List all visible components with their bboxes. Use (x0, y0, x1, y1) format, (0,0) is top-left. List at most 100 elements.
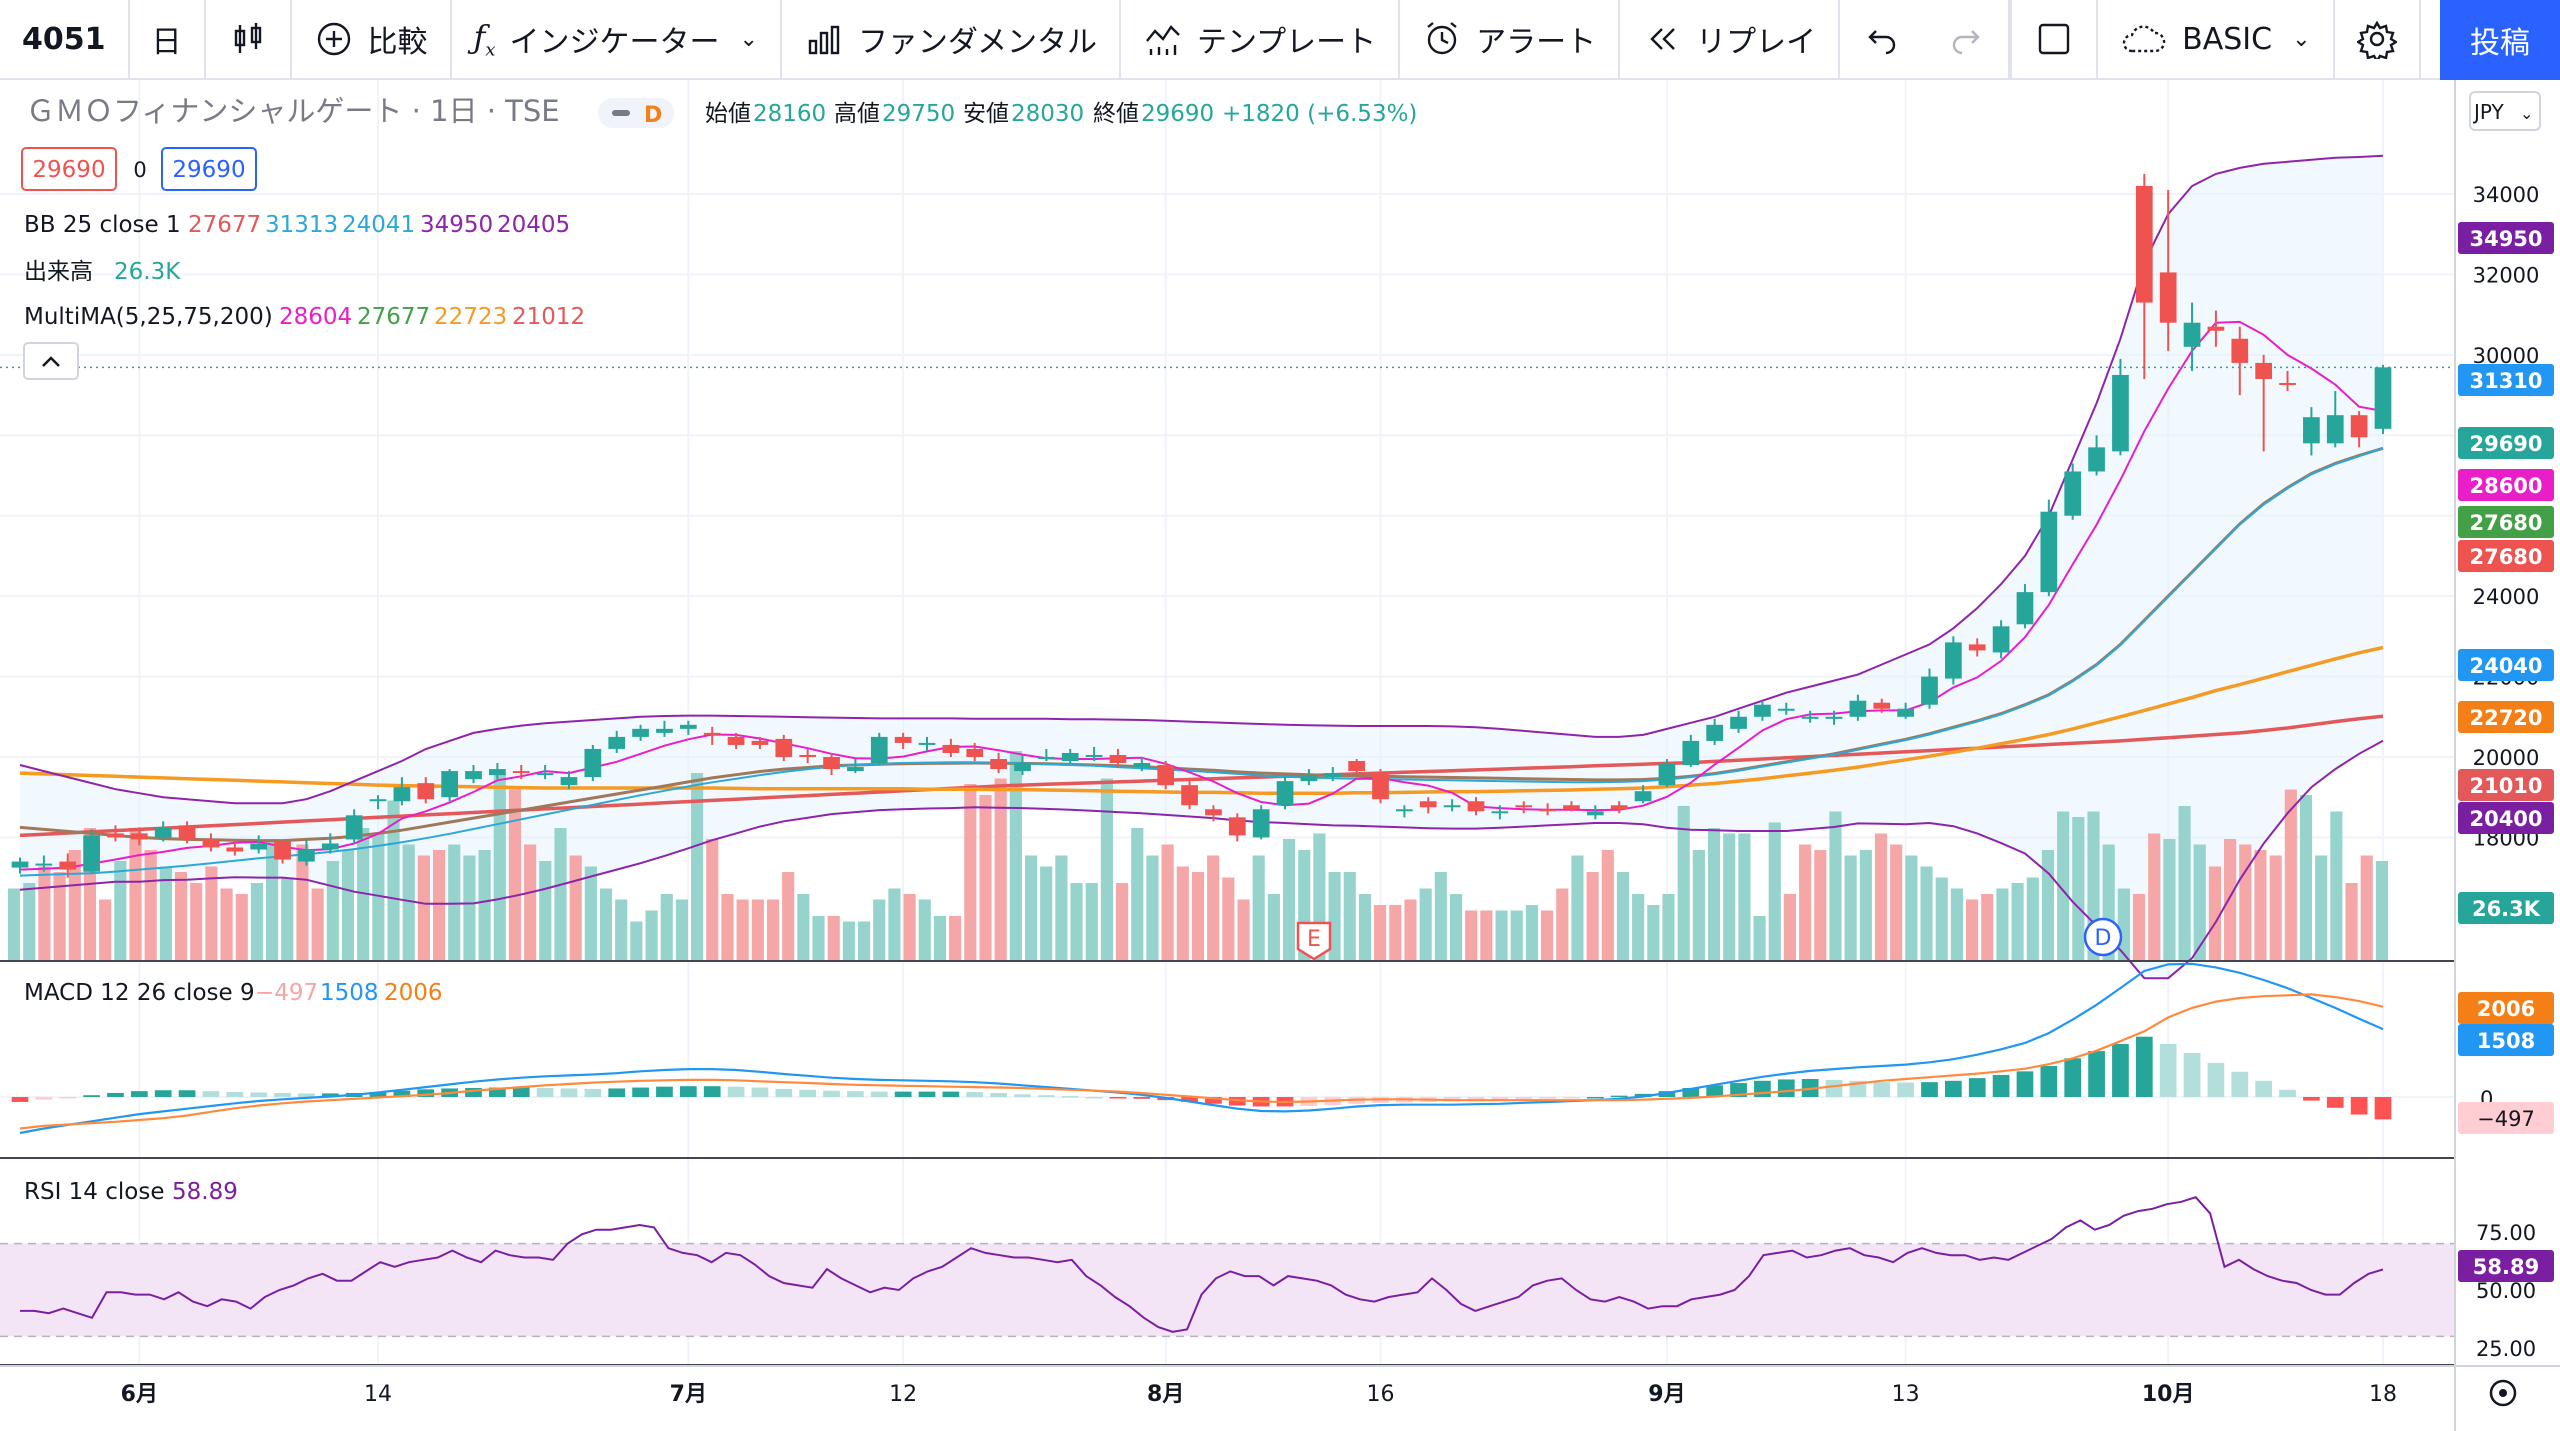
volume-bar (782, 872, 795, 960)
volume-bar (1510, 910, 1523, 960)
macd-histogram-bar (1706, 1085, 1724, 1097)
interval-button[interactable]: 日 (130, 0, 206, 79)
candle-body (1276, 781, 1294, 806)
candle-body (1467, 801, 1485, 812)
change-value: +1820 (+6.53%) (1222, 101, 1417, 127)
symbol-title[interactable]: ＧＭＯフィナンシャルゲート · 1日 · TSE (26, 94, 560, 128)
dividend-marker[interactable]: D (2083, 917, 2123, 957)
candle-body (2231, 338, 2249, 363)
candle-body (202, 839, 220, 848)
chart-type-button[interactable] (206, 0, 292, 79)
macd-histogram-bar (942, 1091, 960, 1097)
volume-bar (1480, 910, 1493, 960)
fundamentals-button[interactable]: ファンダメンタル (782, 0, 1122, 79)
macd-histogram-bar (918, 1091, 936, 1097)
macd-histogram-bar (1109, 1097, 1127, 1099)
volume-bar (1996, 888, 2009, 960)
high-value: 29750 (882, 101, 955, 127)
price-marker-label: 27680 (2469, 511, 2542, 535)
multima-legend[interactable]: MultiMA(5,25,75,200) 28604 27677 22723 2… (24, 304, 585, 330)
alert-button[interactable]: アラート (1400, 0, 1621, 79)
replay-button[interactable]: リプレイ (1620, 0, 1841, 79)
volume-bar (311, 888, 324, 960)
bb-value-3: 24041 (342, 212, 415, 238)
macd-histogram-bar (1181, 1097, 1198, 1102)
price-marker (2458, 540, 2554, 572)
cloud-layout-button[interactable]: BASIC ⌄ (2098, 0, 2335, 79)
candle-body (393, 787, 411, 802)
signal-line (19, 993, 2384, 1130)
rsi-line (20, 1196, 2384, 1333)
templates-button[interactable]: テンプレート (1121, 0, 1401, 79)
earnings-marker[interactable]: E (1296, 921, 1332, 961)
volume-bar (1070, 883, 1083, 960)
macd-histogram-bar (1467, 1097, 1485, 1102)
volume-bar (2193, 844, 2206, 960)
volume-bar (1419, 888, 1432, 960)
bb-legend[interactable]: BB 25 close 1 27677 31313 24041 34950 20… (24, 212, 570, 238)
macd-histogram-bar (1921, 1082, 1938, 1097)
cloud-icon (2123, 25, 2166, 53)
currency-button[interactable]: JPY ⌄ (2469, 91, 2541, 131)
macd-histogram-bar (2088, 1051, 2105, 1097)
macd-histogram-bar (83, 1095, 100, 1097)
compare-button[interactable]: 比較 (292, 0, 452, 79)
redo-button[interactable] (1924, 0, 2011, 79)
rsi-legend[interactable]: RSI 14 close 58.89 (24, 1179, 238, 1205)
volume-bar (250, 883, 263, 960)
volume-legend[interactable]: 出来高 26.3K (24, 259, 181, 285)
macd-histogram-bar (727, 1086, 745, 1097)
candle-body (2279, 383, 2296, 386)
volume-bar (569, 855, 582, 960)
candle-body (178, 825, 196, 840)
volume-bar (1040, 866, 1053, 960)
undo-button[interactable] (1840, 0, 1924, 79)
bid-ask-widget[interactable]: 29690 0 29690 (21, 147, 257, 191)
volume-bar (857, 921, 871, 960)
macd-histogram-bar (1610, 1095, 1628, 1098)
price-marker-label: 22720 (2469, 706, 2542, 730)
price-axis[interactable]: 1800020000220002400026000280003000032000… (2458, 183, 2554, 1361)
macd-histogram-bar (1563, 1097, 1580, 1099)
candle-body (560, 777, 578, 786)
chevron-down-icon: ⌄ (2520, 104, 2533, 123)
undo-icon (1868, 30, 1896, 55)
macd-histogram-bar (870, 1091, 888, 1097)
symbol-search-button[interactable]: 4051 (0, 0, 130, 79)
macd-histogram-value: −497 (255, 980, 318, 1006)
time-axis-settings-button[interactable] (2489, 1379, 2517, 1407)
time-axis[interactable]: 6月 14 7月 12 8月 16 9月 13 10月 18 (0, 1365, 2560, 1407)
volume-bar (1374, 905, 1387, 960)
rsi-band-fill (0, 1243, 2455, 1337)
volume-bar (1601, 850, 1614, 960)
volume-bar (2041, 850, 2055, 960)
macd-legend[interactable]: MACD 12 26 close 9 −497 1508 2006 (24, 980, 443, 1006)
rsi-marker (2458, 1250, 2554, 1282)
data-delay-badge[interactable]: D (598, 98, 674, 128)
volume-bar (493, 773, 506, 960)
volume-bar (1890, 844, 1903, 960)
ma75-value: 22723 (434, 304, 507, 330)
indicators-button[interactable]: ƒx インジケーター ⌄ (452, 0, 782, 79)
price-marker (2458, 701, 2554, 733)
close-label: 終値 (1093, 101, 1139, 127)
layout-select-button[interactable] (2010, 0, 2099, 79)
chart-area[interactable]: 1800020000220002400026000280003000032000… (0, 80, 2560, 1431)
volume-bar (903, 894, 916, 960)
volume-bar (2254, 850, 2267, 960)
post-button[interactable]: 投稿 (2440, 0, 2560, 80)
macd-histogram-bar (489, 1087, 506, 1097)
price-marker (2458, 427, 2554, 459)
volume-bar (2315, 855, 2328, 960)
candle-body (441, 771, 458, 798)
collapse-legend-button[interactable] (23, 342, 79, 380)
price-tick-label: 24000 (2473, 585, 2540, 609)
chevron-down-icon: ⌄ (739, 26, 758, 52)
volume-bar (1495, 910, 1508, 960)
macd-histogram-bar (512, 1087, 530, 1097)
candle-body (345, 815, 363, 840)
settings-button[interactable] (2335, 0, 2421, 79)
volume-bar (1859, 850, 1872, 960)
candle-body (130, 833, 148, 840)
volume-bar (2360, 855, 2373, 960)
